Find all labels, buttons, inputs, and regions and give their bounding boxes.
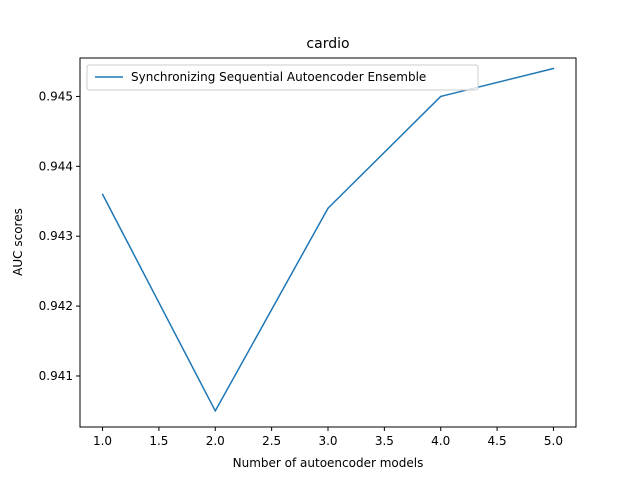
y-tick-label: 0.944 <box>39 159 73 173</box>
chart-title: cardio <box>306 36 349 52</box>
x-tick-label: 2.5 <box>262 434 281 448</box>
x-tick-label: 1.5 <box>149 434 168 448</box>
x-tick-label: 4.0 <box>431 434 450 448</box>
data-point <box>552 67 555 70</box>
y-axis: 0.941 0.942 0.943 0.944 0.945 <box>39 89 80 383</box>
data-point <box>327 207 329 210</box>
plot-frame <box>79 57 577 428</box>
x-tick-label: 1.0 <box>93 434 112 448</box>
data-point <box>101 193 104 196</box>
x-tick-label: 4.5 <box>488 434 507 448</box>
data-point <box>214 410 217 412</box>
x-tick-label: 5.0 <box>544 434 563 448</box>
x-tick-label: 3.5 <box>375 434 394 448</box>
y-tick-label: 0.945 <box>39 89 73 103</box>
x-axis-label: Number of autoencoder models <box>233 456 424 470</box>
data-point <box>439 95 442 98</box>
plot-area: 1.0 1.5 2.0 2.5 3.0 3.5 4.0 4.5 5.0 0.9410.9420.… <box>39 57 577 448</box>
x-tick-label: 3.0 <box>318 434 337 448</box>
y-tick-label: 0.943 <box>39 229 73 243</box>
legend-label: Synchronizing Sequential Autoencoder Ens… <box>131 70 426 84</box>
y-tick-label: 0.941 <box>39 369 73 383</box>
x-tick-label: 2.0 <box>206 434 225 448</box>
legend: Synchronizing Sequential Autoencoder Ens… <box>86 64 479 91</box>
y-tick-label: 0.942 <box>39 299 73 313</box>
y-axis-label: AUC scores <box>11 208 25 276</box>
series-line <box>101 67 554 412</box>
series-layer <box>101 67 555 412</box>
x-axis: 1.0 1.5 2.0 2.5 3.0 3.5 4.0 4.5 5.0 <box>93 427 563 448</box>
legend-box <box>86 64 479 91</box>
